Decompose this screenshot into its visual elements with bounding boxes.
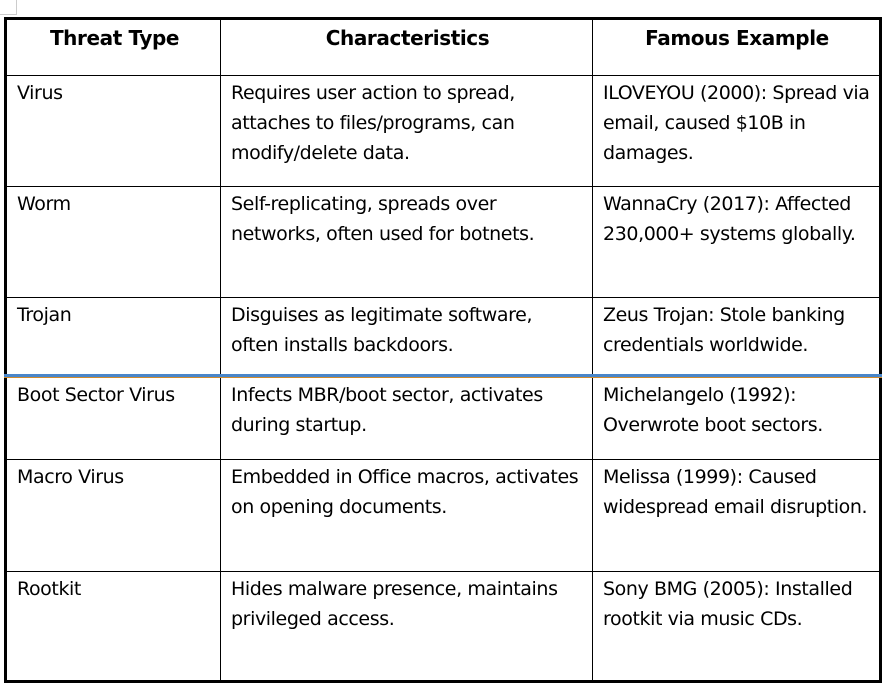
header-characteristics: Characteristics bbox=[220, 20, 592, 75]
table-row: Boot Sector Virus Infects MBR/boot secto… bbox=[7, 377, 879, 459]
characteristics-cell[interactable]: Requires user action to spread, attaches… bbox=[220, 76, 592, 186]
table-row: Macro Virus Embedded in Office macros, a… bbox=[7, 459, 879, 571]
example-cell[interactable]: Zeus Trojan: Stole banking credentials w… bbox=[592, 298, 879, 377]
table-header-row: Threat Type Characteristics Famous Examp… bbox=[7, 20, 879, 75]
example-cell[interactable]: Michelangelo (1992): Overwrote boot sect… bbox=[592, 378, 879, 459]
header-famous-example: Famous Example bbox=[592, 20, 879, 75]
characteristics-cell[interactable]: Embedded in Office macros, activates on … bbox=[220, 460, 592, 571]
characteristics-cell[interactable]: Infects MBR/boot sector, activates durin… bbox=[220, 378, 592, 459]
row-selection-indicator bbox=[4, 374, 882, 378]
header-threat-type: Threat Type bbox=[49, 26, 180, 50]
example-cell[interactable]: ILOVEYOU (2000): Spread via email, cause… bbox=[592, 76, 879, 186]
threat-type-cell[interactable]: Macro Virus bbox=[17, 466, 124, 488]
threat-type-cell[interactable]: Trojan bbox=[17, 304, 72, 326]
table-row: Worm Self-replicating, spreads over netw… bbox=[7, 186, 879, 297]
table-row: Virus Requires user action to spread, at… bbox=[7, 75, 879, 186]
table-row: Rootkit Hides malware presence, maintain… bbox=[7, 571, 879, 680]
table-row: Trojan Disguises as legitimate software,… bbox=[7, 297, 879, 377]
threat-type-cell[interactable]: Boot Sector Virus bbox=[17, 384, 175, 406]
threat-table: Threat Type Characteristics Famous Examp… bbox=[4, 17, 882, 683]
characteristics-cell[interactable]: Self-replicating, spreads over networks,… bbox=[220, 187, 592, 297]
page-corner-marker bbox=[0, 0, 17, 15]
characteristics-cell[interactable]: Hides malware presence, maintains privil… bbox=[220, 572, 592, 680]
characteristics-cell[interactable]: Disguises as legitimate software, often … bbox=[220, 298, 592, 377]
example-cell[interactable]: WannaCry (2017): Affected 230,000+ syste… bbox=[592, 187, 879, 297]
threat-type-cell[interactable]: Virus bbox=[17, 82, 63, 104]
threat-type-cell[interactable]: Worm bbox=[17, 193, 71, 215]
example-cell[interactable]: Melissa (1999): Caused widespread email … bbox=[592, 460, 879, 571]
example-cell[interactable]: Sony BMG (2005): Installed rootkit via m… bbox=[592, 572, 879, 680]
threat-type-cell[interactable]: Rootkit bbox=[17, 578, 81, 600]
